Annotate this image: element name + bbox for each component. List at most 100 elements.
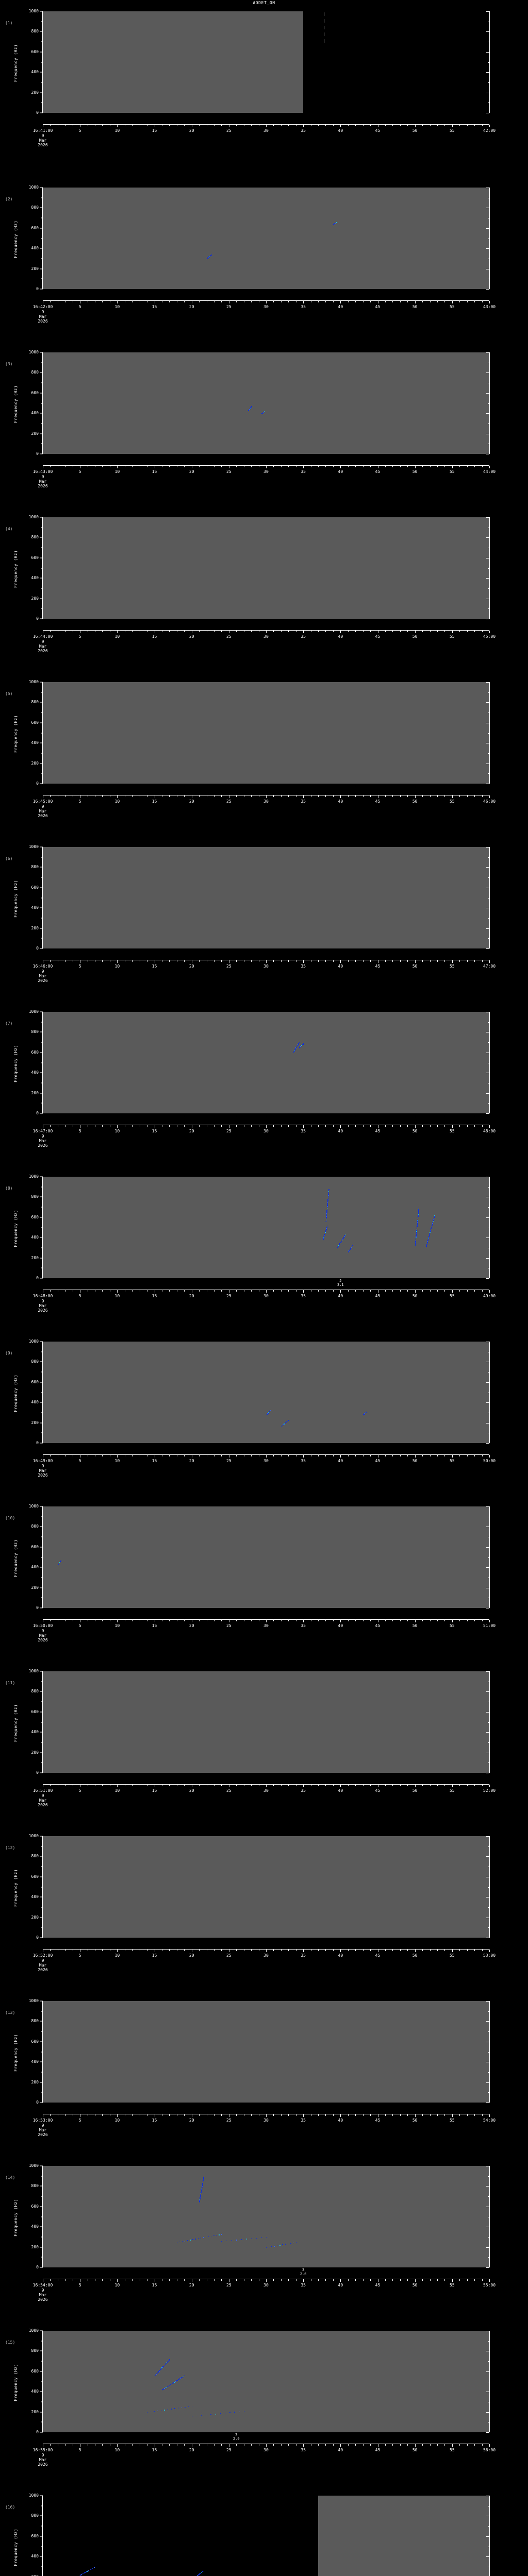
x-tick-label: 15 [152,1953,157,1958]
plot-area[interactable] [43,2331,489,2432]
y-tick-right [488,753,489,754]
detection-track-pixel [201,2190,202,2191]
y-tick-label: 1000 [28,1009,39,1014]
detection-track-pixel [326,1211,327,1213]
x-tick-minor [437,631,438,632]
y-tick-minor [41,2381,43,2382]
x-tick-minor [459,960,460,962]
detection-track-pixel [236,2240,237,2241]
y-tick-label: 1000 [28,2493,39,2498]
date-month: Mar [39,1139,47,1143]
x-tick-minor [430,125,431,126]
y-tick [40,1752,43,1753]
x-tick-label: 20 [189,128,194,133]
y-tick-label: 400 [31,411,39,416]
detection-track-pixel [203,2179,204,2181]
y-tick [40,413,43,414]
plot-area[interactable] [43,1012,489,1113]
x-tick [489,1950,490,1952]
x-tick-minor [444,2279,446,2281]
x-tick-minor [132,795,133,797]
x-tick-minor [392,301,393,302]
x-tick-minor [199,1290,200,1292]
plot-area[interactable] [43,352,489,454]
x-tick-minor [318,795,319,797]
y-tick-right [486,228,489,229]
y-tick [40,1113,43,1114]
x-tick [415,2444,416,2447]
x-tick-minor [184,1950,185,1951]
detection-track-pixel [156,2373,157,2375]
detection-track-pixel [263,411,265,412]
x-tick-minor [169,1290,170,1292]
y-tick-minor [41,2401,43,2402]
detection-track-pixel [182,2241,183,2242]
y-tick-minor [41,2092,43,2093]
x-tick-minor [437,1125,438,1127]
detection-track-pixel [300,1046,301,1047]
plot-area[interactable] [43,188,489,289]
x-tick-minor [102,2444,103,2446]
plot-area[interactable] [43,1836,489,1938]
x-tick-label-start: 16:54:00 [32,2283,53,2287]
detection-track-pixel [337,1247,338,1248]
y-tick-label: 400 [31,2059,39,2064]
panel-number: (13) [5,2010,15,2015]
plot-area[interactable] [43,2166,489,2267]
x-tick-minor [437,795,438,797]
date-day: 9 [41,2123,44,2128]
y-tick-label: 600 [31,2368,39,2374]
x-tick-minor [169,2279,170,2281]
x-tick [489,960,490,963]
x-tick-minor [459,631,460,632]
y-tick-label: 200 [31,431,39,436]
y-tick-minor [41,897,43,898]
date-year: 2026 [38,2462,48,2467]
x-tick-minor [348,2444,349,2446]
y-tick-right [486,1547,489,1548]
x-tick-label: 55 [450,1953,455,1958]
plot-area[interactable] [43,847,489,948]
plot-area[interactable] [43,1671,489,1773]
x-tick-minor [333,2279,334,2281]
y-tick-right [486,2247,489,2248]
y-tick-right [488,423,489,424]
x-tick-label: 10 [114,964,120,969]
x-tick-minor [325,1290,326,1292]
y-axis-label: Frequency (Hz) [13,2198,18,2236]
x-tick-minor [355,795,356,797]
x-tick-minor [221,125,222,126]
plot-area[interactable] [43,11,489,113]
detection-track-pixel [365,1412,366,1414]
plot-area[interactable] [43,2001,489,2103]
x-tick [415,1455,416,1458]
plot-area[interactable] [43,1506,489,1608]
x-tick [489,2444,490,2447]
y-tick [40,1278,43,1279]
x-tick-minor [184,301,185,302]
x-tick-minor [385,1950,386,1951]
x-tick-label: 50 [412,1953,418,1958]
x-tick-minor [280,1125,282,1127]
detection-track-pixel [161,2368,162,2369]
plot-area[interactable] [43,682,489,784]
detection-track-pixel [164,2364,166,2366]
plot-area[interactable] [43,1177,489,1278]
plot-area[interactable] [43,1342,489,1443]
y-tick-right [486,1856,489,1857]
x-tick-label: 55 [450,799,455,804]
y-tick-minor [41,2031,43,2032]
y-tick [40,1671,43,1672]
x-tick-minor [251,466,252,467]
plot-area[interactable] [43,2496,489,2576]
x-tick-label: 55 [450,1623,455,1628]
x-tick [340,1950,341,1952]
x-tick-minor [132,960,133,962]
x-tick-label: 15 [152,964,157,969]
y-tick [40,557,43,558]
x-tick [489,1785,490,1787]
plot-area[interactable] [43,517,489,619]
x-tick-minor [50,466,51,467]
x-tick-minor [50,125,51,126]
x-tick-minor [199,1785,200,1786]
